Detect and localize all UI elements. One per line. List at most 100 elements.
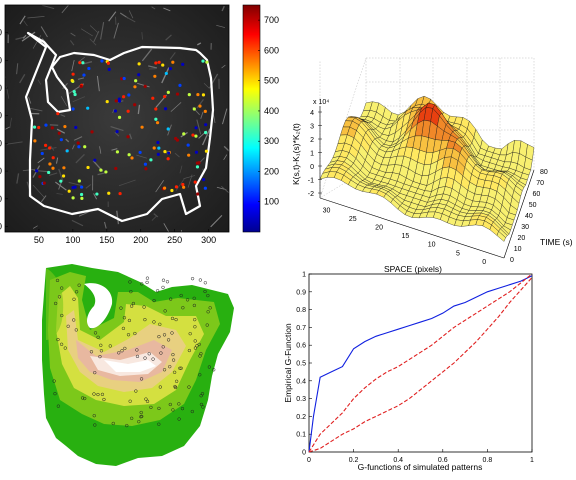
texture-fiber [55, 181, 67, 191]
sample-point [92, 414, 96, 418]
sample-point [72, 318, 76, 322]
texture-fiber [137, 82, 150, 88]
cell-dot [126, 135, 130, 139]
texture-fiber [40, 26, 48, 38]
sample-point [108, 344, 112, 348]
sample-point [187, 385, 191, 389]
x-tick-label: 300 [201, 235, 216, 245]
texture-fiber [141, 48, 153, 62]
colorbar-tick-label: 400 [264, 106, 279, 116]
texture-fiber [89, 38, 97, 46]
cell-dot [72, 90, 76, 94]
cell-dot [81, 61, 85, 65]
cell-dot [192, 107, 196, 111]
cell-dot [163, 107, 168, 111]
texture-fiber [33, 225, 38, 229]
texture-fiber [19, 73, 26, 84]
texture-fiber [71, 60, 75, 72]
cell-dot [201, 59, 205, 63]
cell-dot [174, 185, 179, 189]
sample-point [53, 392, 57, 396]
contour-gap [84, 283, 113, 329]
texture-fiber [16, 173, 20, 184]
cell-dot [137, 62, 141, 66]
cell-dot [149, 158, 153, 162]
g-x-tick-label: 1 [530, 457, 534, 464]
sample-point [180, 406, 185, 411]
texture-fiber [174, 152, 180, 158]
cell-dot [78, 61, 82, 65]
sample-point [127, 318, 132, 323]
g-y-tick-label: 0.7 [296, 325, 306, 332]
texture-fiber [72, 144, 75, 150]
cell-dot [168, 67, 173, 71]
texture-fiber [28, 96, 32, 104]
texture-fiber [58, 168, 64, 182]
time-tick-label: 0 [510, 257, 514, 264]
cell-dot [63, 124, 67, 129]
cell-dot [122, 95, 126, 99]
cell-dot [156, 140, 160, 145]
sample-point [171, 352, 175, 357]
g-y-tick-label: 0.1 [296, 432, 306, 439]
sample-point [139, 415, 143, 419]
sample-point [56, 337, 60, 342]
x-tick-label: 100 [65, 235, 80, 245]
texture-fiber [129, 133, 133, 140]
cell-dot [79, 84, 83, 88]
g-y-axis-label: Empirical G-Function [283, 323, 293, 403]
time-tick-label: 70 [536, 180, 544, 187]
cell-dot [86, 165, 90, 170]
cell-dot [194, 150, 199, 154]
cell-dot [163, 149, 167, 154]
cell-dot [151, 96, 155, 100]
sample-point [173, 385, 178, 390]
texture-fiber [32, 184, 45, 198]
sample-point [147, 352, 151, 356]
sample-point [190, 409, 194, 414]
cell-dot [163, 94, 167, 99]
sample-point [131, 301, 136, 306]
texture-fiber [6, 141, 23, 145]
sample-point [171, 358, 176, 362]
g-x-tick-label: 0 [307, 457, 311, 464]
cell-dot [71, 107, 75, 111]
texture-fiber [93, 30, 100, 43]
sample-point [188, 332, 192, 336]
sample-point [63, 346, 67, 350]
texture-fiber [221, 185, 229, 194]
sample-point [74, 328, 78, 332]
contour-panel [42, 264, 234, 466]
cell-dot [138, 150, 142, 155]
colorbar: 700 600 500 400 300 200 100 [242, 4, 279, 233]
texture-fiber [55, 157, 59, 164]
colorbar-tick-label: 500 [264, 76, 279, 86]
space-tick-label: 25 [349, 216, 357, 223]
cell-dot [32, 125, 37, 129]
cell-dot [187, 93, 191, 97]
cell-dot [181, 182, 185, 187]
sample-point [171, 408, 175, 412]
cell-dot [154, 117, 158, 121]
cell-dot [120, 77, 124, 81]
y-tick-label: 150 [0, 83, 2, 93]
sample-point [72, 297, 76, 301]
g-y-tick-label: 0 [302, 450, 306, 457]
cell-dot [93, 158, 97, 162]
sample-point [52, 379, 56, 383]
sample-point [139, 377, 144, 381]
texture-fiber [23, 20, 28, 27]
sample-point [165, 280, 170, 284]
sample-point [177, 402, 181, 406]
texture-fiber [93, 193, 98, 200]
sample-point [128, 399, 132, 403]
time-tick-label: 40 [525, 213, 533, 220]
sample-point [139, 410, 143, 415]
cell-dot [61, 174, 66, 178]
texture-fiber [99, 146, 102, 154]
texture-fiber [68, 181, 82, 186]
cell-dot [166, 90, 170, 94]
sample-point [137, 420, 141, 424]
cell-dot [186, 143, 190, 147]
